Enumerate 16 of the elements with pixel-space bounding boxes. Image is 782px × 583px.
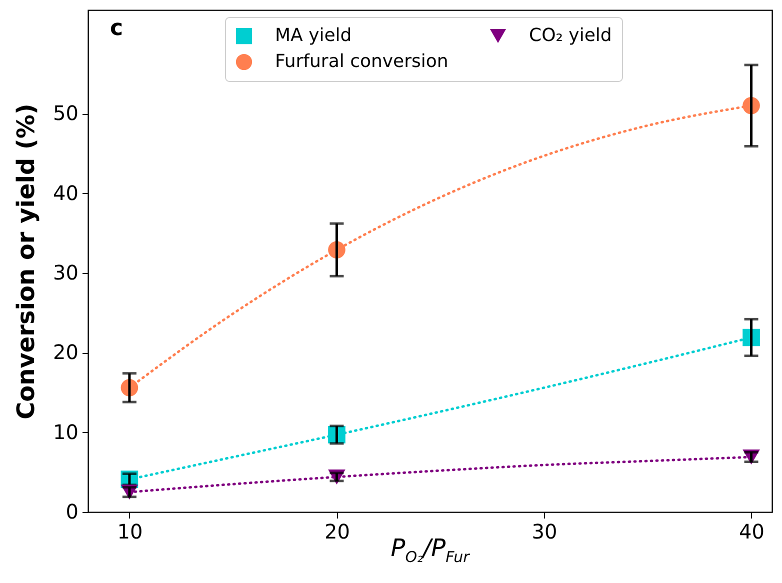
legend-label: MA yield	[275, 25, 352, 46]
legend-label: Furfural conversion	[275, 51, 448, 72]
x-tick-label: 20	[324, 520, 350, 544]
x-tick-label: 40	[739, 520, 764, 544]
legend-label: CO₂ yield	[529, 25, 612, 46]
y-tick-label: 30	[53, 260, 78, 284]
x-tick-label: 10	[117, 520, 143, 544]
y-tick-label: 40	[53, 180, 78, 205]
y-axis-title: Conversion or yield (%)	[12, 104, 40, 420]
y-tick-label: 20	[53, 340, 78, 364]
x-tick-label: 30	[532, 520, 558, 544]
y-tick-label: 10	[53, 420, 78, 444]
x-axis-title: P$_{O₂}$/P$_{Fur}$	[390, 534, 470, 566]
y-tick-label: 50	[53, 101, 78, 126]
y-tick-label: 0	[66, 500, 78, 524]
annotation: c	[110, 16, 124, 41]
